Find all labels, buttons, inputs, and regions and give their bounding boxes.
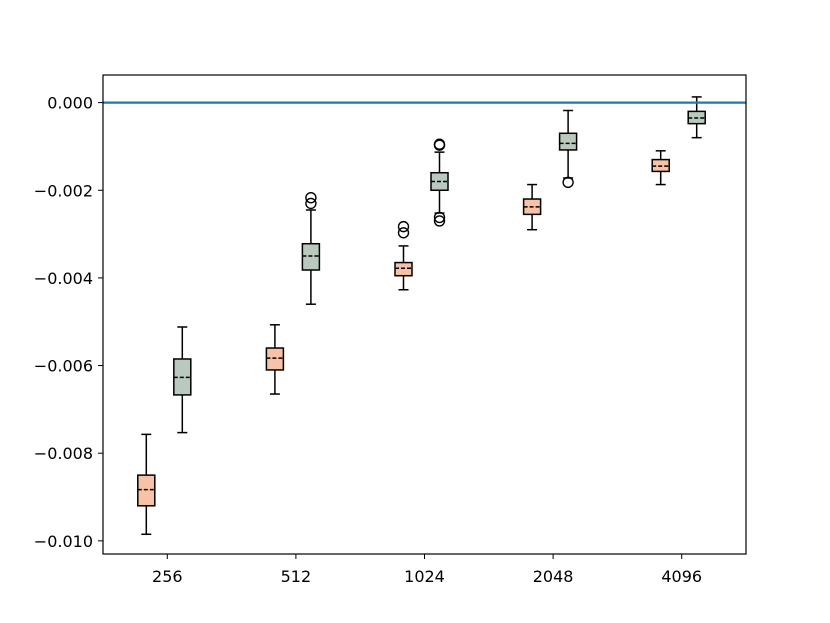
x-tick-label: 256 <box>152 567 183 586</box>
box-256-series-2 <box>173 326 192 434</box>
outlier-point <box>433 211 446 224</box>
outlier-point <box>305 197 317 210</box>
box-1024-series-2 <box>430 138 449 227</box>
iqr-box <box>558 132 578 151</box>
y-tick-label: −0.008 <box>34 444 93 463</box>
outlier-point <box>433 139 446 151</box>
x-tick-label: 4096 <box>661 567 702 586</box>
box-2048-series-2 <box>558 109 578 189</box>
y-tick-label: −0.010 <box>34 532 93 551</box>
y-axis: 0.000 −0.002 −0.004 −0.006 −0.008 −0.010 <box>34 94 103 551</box>
x-tick-label: 1024 <box>404 567 445 586</box>
iqr-box <box>265 347 285 371</box>
iqr-box <box>137 474 156 507</box>
outlier-point <box>433 215 446 227</box>
iqr-box <box>394 261 413 277</box>
x-tick-label: 512 <box>281 567 312 586</box>
outlier-point <box>562 176 574 189</box>
outlier-point <box>397 220 410 233</box>
box-256-series-1 <box>137 433 156 536</box>
x-axis: 256 512 1024 2048 4096 <box>152 554 702 586</box>
y-tick-label: −0.006 <box>34 357 93 376</box>
box-2048-series-1 <box>522 183 542 231</box>
y-tick-label: −0.004 <box>34 269 93 288</box>
x-tick-label: 2048 <box>533 567 574 586</box>
box-512-series-1 <box>265 324 285 395</box>
plot-frame <box>102 74 747 555</box>
box-4096-series-1 <box>651 150 670 186</box>
outlier-point <box>305 192 317 204</box>
y-tick-label: 0.000 <box>47 94 93 113</box>
y-tick-label: −0.002 <box>34 181 93 200</box>
box-1024-series-1 <box>394 220 413 291</box>
box-512-series-2 <box>301 192 321 305</box>
iqr-box <box>301 242 321 271</box>
plot-content <box>103 96 746 536</box>
box-4096-series-2 <box>687 96 706 139</box>
outlier-point <box>397 227 410 239</box>
